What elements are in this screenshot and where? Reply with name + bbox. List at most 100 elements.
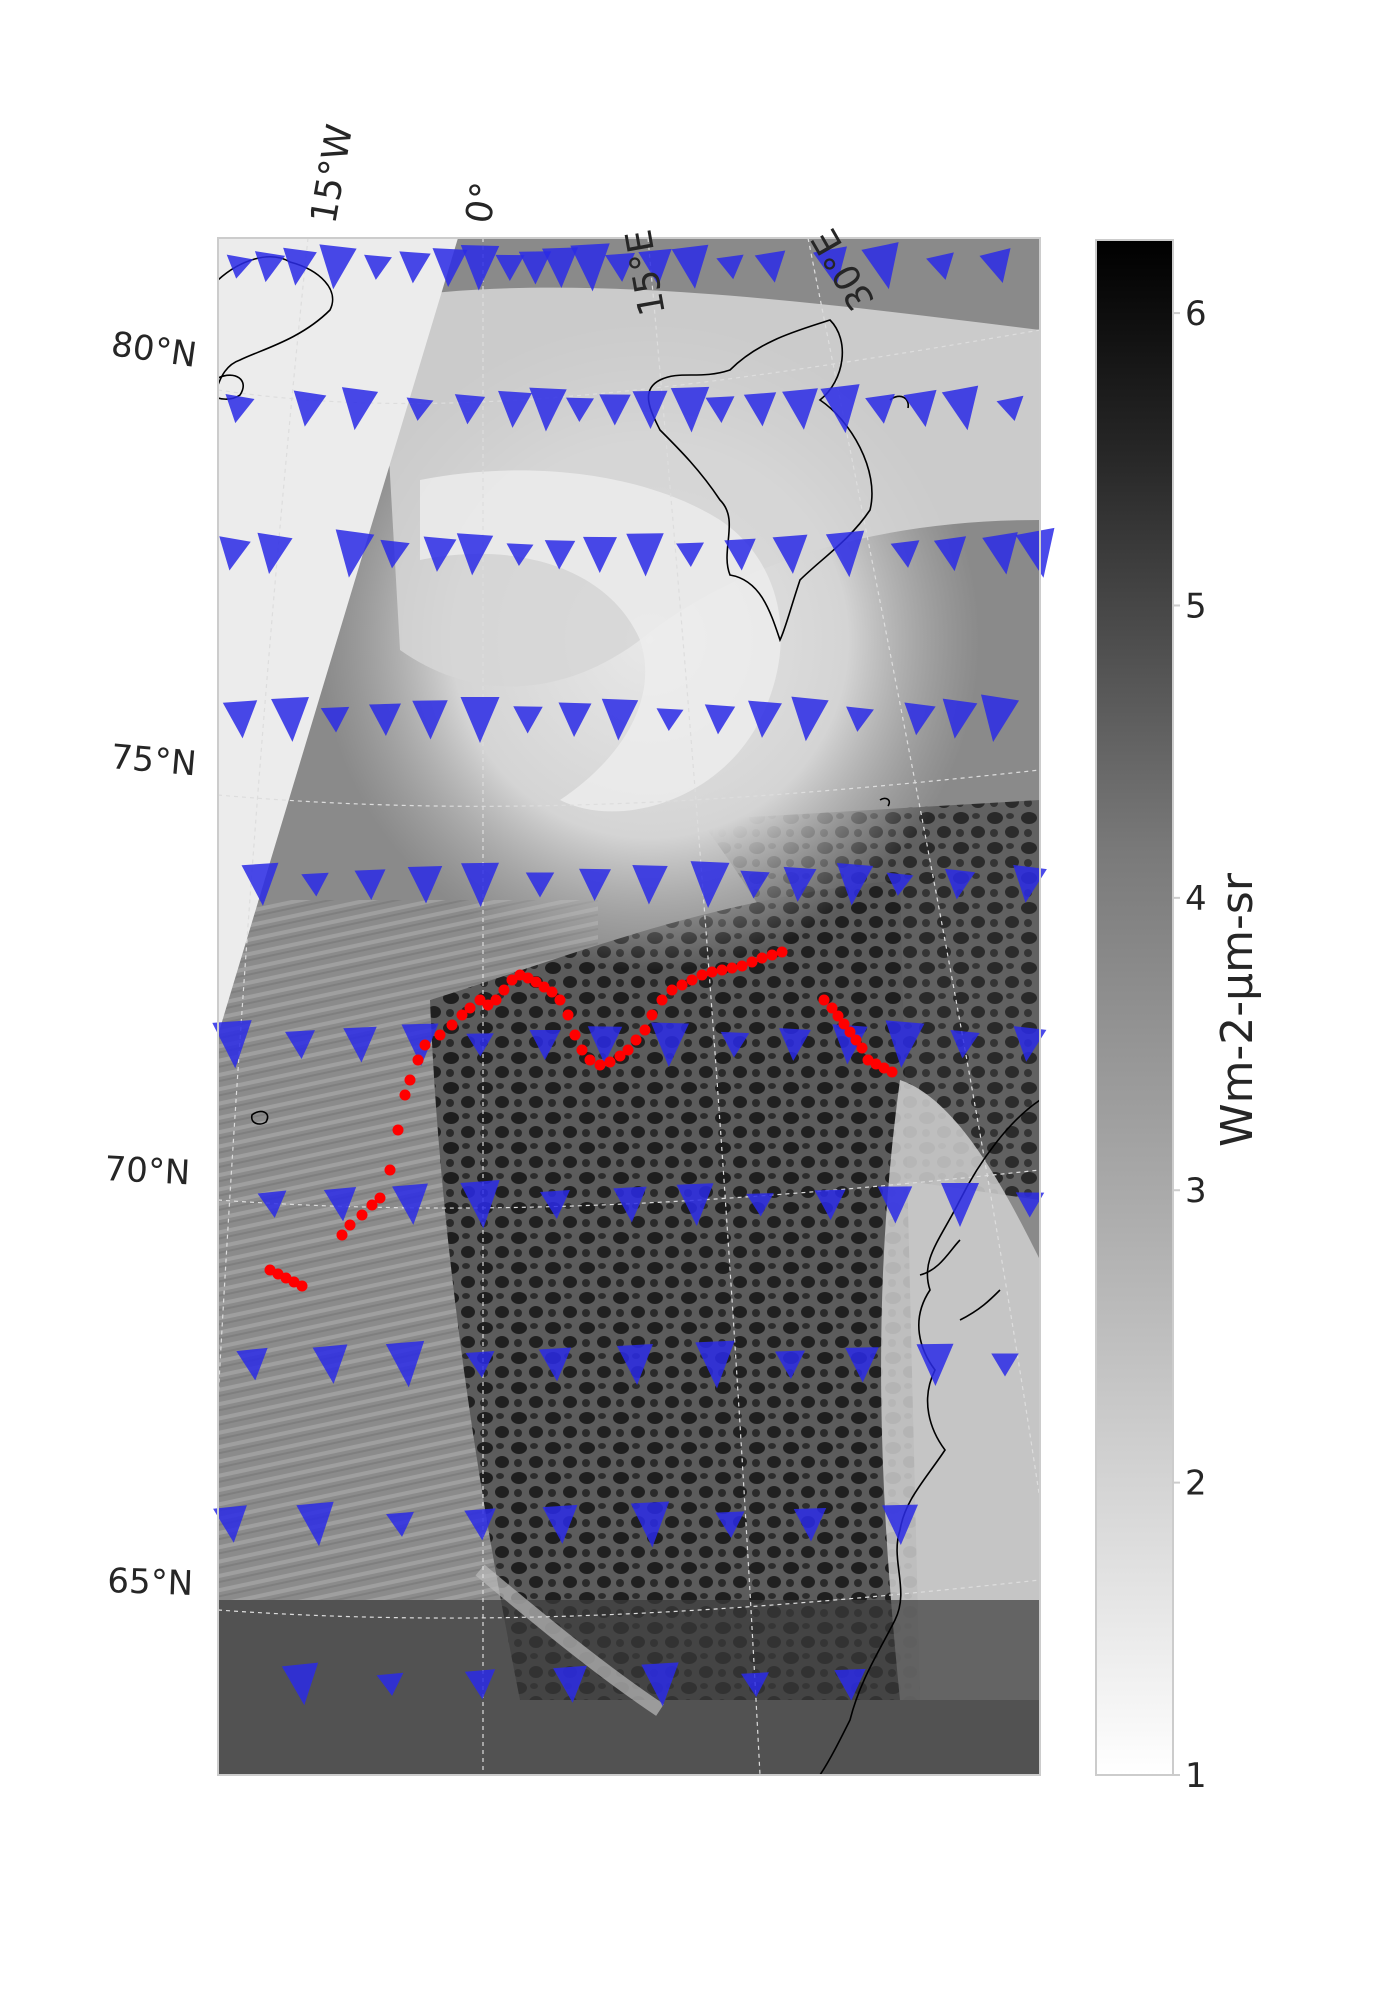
track-point (736, 960, 748, 972)
lat-label-80n: 80°N (109, 324, 199, 376)
track-point (818, 994, 830, 1006)
wind-arrow (782, 388, 818, 430)
wind-arrow (836, 862, 874, 906)
wind-arrow (538, 1347, 572, 1382)
track-point (464, 1002, 476, 1014)
wind-arrow (676, 1183, 714, 1226)
wind-arrow (882, 1504, 918, 1545)
colorbar-tick-label: 4 (1185, 879, 1207, 919)
wind-arrow (743, 392, 777, 427)
track-point (726, 962, 738, 974)
wind-arrow (542, 1504, 578, 1544)
wind-arrow (285, 1030, 315, 1059)
track-point (296, 1280, 308, 1292)
wind-arrow (376, 1672, 404, 1696)
track-point (482, 999, 494, 1011)
wind-arrow (281, 1662, 319, 1706)
wind-arrow (656, 708, 684, 731)
track-point (776, 946, 788, 958)
wind-arrow (570, 243, 610, 292)
wind-arrow (671, 244, 709, 289)
track-point (630, 1034, 642, 1046)
wind-arrow (465, 1350, 495, 1378)
wind-arrow (903, 389, 937, 428)
wind-arrow (525, 872, 555, 898)
wind-arrow (724, 538, 756, 571)
track-point (639, 1024, 651, 1036)
track-point (622, 1044, 634, 1056)
wind-arrow (423, 536, 457, 572)
wind-arrow (225, 393, 255, 424)
track-point (419, 1039, 431, 1051)
track-point (686, 974, 698, 986)
wind-arrow (741, 1672, 769, 1697)
svalbard-coast (647, 319, 873, 643)
wind-arrow (406, 397, 434, 421)
track-point (850, 1034, 862, 1046)
wind-arrow (257, 1190, 287, 1218)
track-point (356, 1209, 368, 1221)
wind-arrow (283, 247, 317, 286)
track-point (446, 1019, 458, 1031)
lat-label-75n: 75°N (109, 737, 198, 784)
colorbar-tick-label: 1 (1185, 1756, 1207, 1796)
wind-arrow (412, 700, 448, 740)
wind-arrow (226, 254, 254, 279)
colorbar-gradient (1095, 239, 1174, 1776)
latitude-labels: 80°N 75°N 70°N 65°N (104, 324, 200, 1604)
wind-arrow (885, 1020, 925, 1068)
wind-arrow (715, 1511, 745, 1538)
wind-arrow (456, 533, 494, 576)
wind-arrow (432, 248, 468, 287)
track-point (562, 1009, 574, 1021)
wind-arrow (861, 242, 899, 290)
wind-arrow (720, 1031, 750, 1058)
map-frame (217, 237, 1041, 1776)
wind-arrow (544, 540, 576, 570)
wind-arrow (832, 1024, 868, 1065)
wind-arrow (399, 251, 431, 284)
wind-arrow (846, 706, 874, 732)
wind-arrow (312, 1344, 348, 1384)
wind-arrow (704, 704, 736, 735)
wind-arrow (979, 248, 1011, 284)
wind-arrow (845, 1347, 879, 1383)
coastlines (218, 256, 1040, 1775)
wind-arrow (982, 532, 1018, 575)
wind-arrow (579, 868, 611, 901)
wind-arrow (407, 866, 443, 904)
wind-arrow (553, 1665, 587, 1703)
wind-arrow (676, 542, 704, 567)
map-panel (212, 237, 1055, 1776)
wind-arrow (236, 1347, 268, 1381)
wind-arrow (779, 1028, 811, 1061)
track-point (384, 1164, 396, 1176)
wind-arrow (746, 1193, 774, 1217)
wind-arrow (454, 394, 486, 425)
wind-arrow (461, 862, 499, 907)
wind-arrow (1015, 1192, 1045, 1218)
wind-arrow (690, 861, 730, 908)
wind-arrow (772, 534, 808, 574)
track-point (856, 1042, 868, 1054)
track-point (716, 964, 728, 976)
wind-arrow (323, 1186, 357, 1222)
track-point (614, 1050, 626, 1062)
wind-arrow (877, 1186, 913, 1224)
wind-arrow (632, 390, 668, 429)
wind-arrow (991, 1353, 1019, 1377)
track-point (844, 1026, 856, 1038)
wind-arrow (529, 1030, 561, 1060)
wind-arrow (601, 698, 639, 741)
colorbar-tick-label: 2 (1185, 1464, 1207, 1504)
track-point (766, 949, 778, 961)
wind-arrow (632, 865, 668, 905)
track-point (676, 979, 688, 991)
track-point (538, 981, 550, 993)
wind-arrow (834, 1668, 866, 1701)
track-point (838, 1018, 850, 1030)
colorbar-ticks: 1 2 3 4 5 6 (1173, 294, 1207, 1796)
wind-arrow (341, 387, 379, 431)
wind-arrow (319, 244, 357, 290)
